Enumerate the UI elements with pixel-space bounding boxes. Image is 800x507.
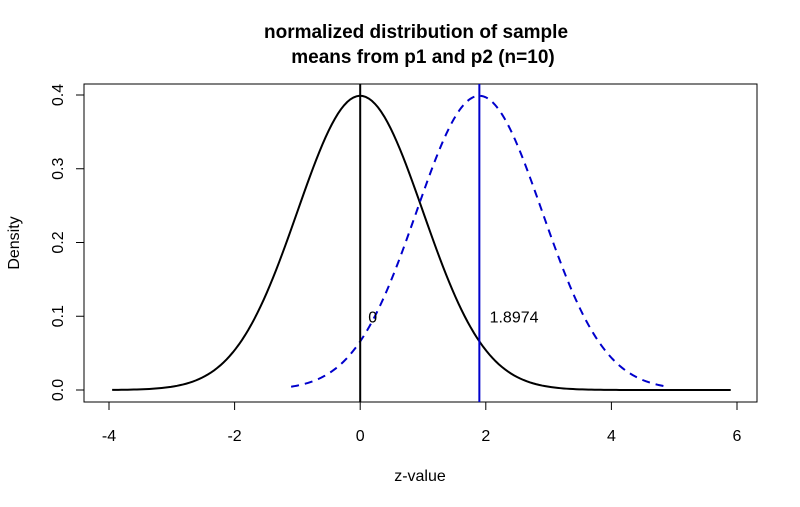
x-tick-label: 6 [733,428,742,445]
x-tick-label: 2 [481,428,490,445]
y-tick-label: 0.0 [50,379,67,401]
annotations-layer: 0 1.8974 [368,309,538,326]
vertical-lines-layer [359,84,481,402]
series-layer [112,94,731,391]
x-tick-label: -2 [227,428,241,445]
y-tick-label: 0.4 [50,84,67,106]
y-axis: 0.0 0.1 0.2 0.3 0.4 [50,84,85,401]
y-tick-label: 0.2 [50,231,67,253]
x-axis: -4 -2 0 2 4 6 [102,401,742,445]
x-tick-label: 4 [607,428,616,445]
series-1-curve [112,94,731,391]
x-tick-label: 0 [356,428,365,445]
x-tick-label: -4 [102,428,116,445]
annotation-label: 1.8974 [490,309,539,326]
series-2-curve [290,94,665,388]
chart-title-line-1: normalized distribution of sample [264,22,568,43]
y-tick-label: 0.1 [50,305,67,327]
annotation-label: 0 [368,309,377,326]
x-axis-label: z-value [394,468,446,485]
y-tick-label: 0.3 [50,158,67,180]
y-axis-label: Density [6,216,23,269]
chart-title-line-2: means from p1 and p2 (n=10) [291,47,554,68]
plot-frame [83,83,758,403]
